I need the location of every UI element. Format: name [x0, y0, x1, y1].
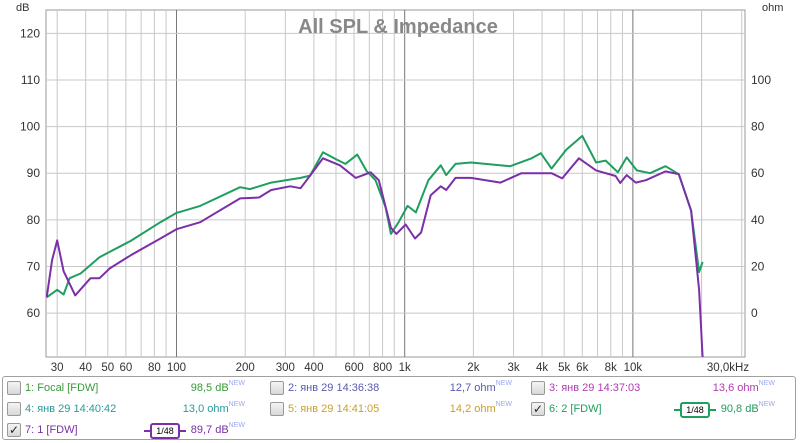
chart-title: All SPL & Impedance — [298, 16, 498, 38]
x-tick-label: 80 — [148, 362, 161, 374]
legend-item[interactable]: 5: янв 29 14:41:05 14,2 ohmNEW — [270, 400, 512, 418]
x-tick-label: 30 — [51, 362, 64, 374]
legend-value: 89,7 dBNEW — [191, 421, 245, 439]
legend-checkbox[interactable] — [7, 381, 21, 395]
legend-label: 4: янв 29 14:40:42 — [25, 403, 117, 415]
x-tick-label: 600 — [344, 362, 363, 374]
y-tick-label: 100 — [20, 120, 40, 134]
legend-label: 3: янв 29 14:37:03 — [549, 382, 641, 394]
new-badge: NEW — [228, 422, 245, 429]
y-right-tick-label: 100 — [751, 73, 771, 87]
legend-label: 6: 2 [FDW] — [549, 403, 602, 415]
legend-value: 13,0 ohmNEW — [183, 400, 245, 418]
new-badge: NEW — [228, 380, 245, 387]
legend-value: 13,6 ohmNEW — [713, 379, 775, 397]
legend-checkbox[interactable]: ✓ — [7, 423, 21, 437]
x-tick-label: 40 — [79, 362, 92, 374]
spl-chart: 60 70 80 90 100 110 120 0 20 40 60 80 100 30 40 50 60 80 1… — [16, 2, 783, 374]
y-right-tick-label: 80 — [751, 120, 765, 134]
legend-label: 1: Focal [FDW] — [25, 382, 99, 394]
legend-value: 12,7 ohmNEW — [450, 379, 512, 397]
y-tick-label: 80 — [27, 213, 41, 227]
x-tick-label: 10k — [624, 362, 643, 374]
legend-checkbox[interactable] — [270, 381, 284, 395]
x-tick-label: 30,0kHz — [707, 362, 749, 374]
y-tick-label: 110 — [21, 73, 40, 87]
series-line-2 — [46, 157, 704, 357]
legend-value-text: 13,6 ohm — [712, 382, 759, 394]
legend-item[interactable]: 3: янв 29 14:37:03 13,6 ohmNEW — [531, 379, 775, 397]
new-badge: NEW — [228, 401, 245, 408]
y-tick-label: 120 — [20, 26, 40, 40]
legend-panel: 1: Focal [FDW] 98,5 dBNEW 2: янв 29 14:36:… — [2, 376, 796, 440]
x-tick-label: 50 — [101, 362, 114, 374]
legend-item[interactable]: 2: янв 29 14:36:38 12,7 ohmNEW — [270, 379, 512, 397]
legend-label: 5: янв 29 14:41:05 — [288, 403, 380, 415]
x-tick-label: 300 — [276, 362, 295, 374]
legend-checkbox[interactable] — [270, 402, 284, 416]
y-right-tick-label: 0 — [751, 306, 758, 320]
new-badge: NEW — [495, 380, 512, 387]
x-tick-label: 2k — [467, 362, 479, 374]
legend-value-text: 14,2 ohm — [449, 403, 496, 415]
x-tick-label: 8k — [605, 362, 617, 374]
legend-checkbox[interactable] — [7, 402, 21, 416]
legend-label: 7: 1 [FDW] — [25, 424, 78, 436]
y-right-tick-label: 20 — [751, 260, 765, 274]
legend-item[interactable]: 4: янв 29 14:40:42 13,0 ohmNEW — [7, 400, 245, 418]
legend-value-text: 89,7 dB — [190, 424, 229, 436]
x-tick-label: 6k — [576, 362, 588, 374]
legend-checkbox[interactable]: ✓ — [531, 402, 545, 416]
legend-checkbox[interactable] — [531, 381, 545, 395]
y-right-tick-label: 40 — [751, 213, 765, 227]
x-tick-label: 100 — [167, 362, 186, 374]
x-tick-label: 400 — [304, 362, 323, 374]
smoothing-button[interactable]: 1/48 — [144, 423, 186, 439]
y-right-tick-label: 60 — [751, 166, 765, 180]
y-tick-label: 70 — [27, 260, 41, 274]
legend-value-text: 90,8 dB — [720, 403, 759, 415]
x-tick-label: 5k — [558, 362, 570, 374]
x-tick-label: 3k — [507, 362, 519, 374]
x-tick-label: 4k — [536, 362, 548, 374]
y-right-axis-label: ohm — [762, 2, 783, 14]
smoothing-label: 1/48 — [156, 426, 174, 436]
legend-item[interactable]: ✓ 7: 1 [FDW] 89,7 dBNEW 1/48 — [7, 421, 245, 439]
legend-item[interactable]: 1: Focal [FDW] 98,5 dBNEW — [7, 379, 245, 397]
y-tick-label: 90 — [27, 166, 41, 180]
new-badge: NEW — [758, 401, 775, 408]
legend-value: 98,5 dBNEW — [191, 379, 245, 397]
smoothing-button[interactable]: 1/48 — [674, 402, 716, 418]
legend-value-text: 12,7 ohm — [449, 382, 496, 394]
legend-label: 2: янв 29 14:36:38 — [288, 382, 380, 394]
new-badge: NEW — [495, 401, 512, 408]
x-tick-label: 1k — [399, 362, 411, 374]
plot-area — [45, 9, 746, 358]
y-tick-label: 60 — [27, 306, 41, 320]
series-line-1 — [46, 134, 704, 299]
legend-value-text: 13,0 ohm — [182, 403, 229, 415]
x-tick-label: 60 — [119, 362, 132, 374]
y-axis-label: dB — [16, 2, 29, 14]
x-tick-label: 200 — [236, 362, 255, 374]
legend-item[interactable]: ✓ 6: 2 [FDW] 90,8 dBNEW 1/48 — [531, 400, 775, 418]
legend-value: 14,2 ohmNEW — [450, 400, 512, 418]
smoothing-label: 1/48 — [686, 405, 704, 415]
legend-value: 90,8 dBNEW — [721, 400, 775, 418]
legend-value-text: 98,5 dB — [190, 382, 229, 394]
new-badge: NEW — [758, 380, 775, 387]
x-tick-label: 800 — [373, 362, 392, 374]
